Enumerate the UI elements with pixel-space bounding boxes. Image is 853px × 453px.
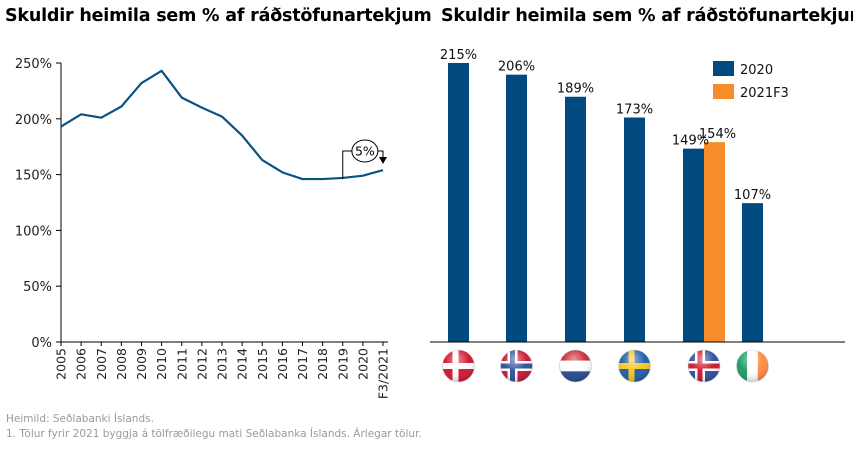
bar-flag-iceland-2021F3 — [704, 142, 725, 342]
arrow-down-icon — [379, 157, 387, 164]
flag-norway-icon: Noregur — [500, 349, 533, 383]
y-tick-label: 50% — [23, 280, 52, 295]
x-tick-label: 2013 — [215, 348, 230, 380]
bar-chart: 215% 206% 189% 173% 149% 107% 154% Danmörk Nore… — [430, 48, 845, 383]
x-tick-label: 2009 — [134, 348, 149, 380]
bar-value-label: 173% — [616, 103, 653, 118]
x-tick-label: 2012 — [194, 348, 209, 380]
x-tick-label: 2019 — [335, 348, 350, 380]
x-tick-label: 2018 — [315, 348, 330, 380]
y-tick-label: 250% — [15, 57, 52, 72]
annotation-ellipse — [351, 139, 379, 163]
flag-ireland-icon: Írland — [736, 349, 769, 383]
flag-netherlands-icon: Holland — [559, 349, 592, 383]
x-tick-label: 2011 — [174, 348, 189, 380]
footnote: 1. Tölur fyrir 2021 byggja á tölfræðileg… — [6, 428, 422, 440]
bar-value-label: 206% — [498, 60, 535, 75]
x-tick-label: 2006 — [74, 348, 89, 380]
x-tick-label: F3/2021 — [376, 348, 391, 399]
y-tick-label: 0% — [31, 336, 52, 351]
annotation-label: 5% — [355, 144, 375, 159]
x-tick-label: 2015 — [255, 348, 270, 380]
x-tick-label: 2005 — [54, 348, 69, 380]
bar-flag-netherlands-2020 — [565, 96, 586, 342]
legend-swatch-2020 — [713, 61, 734, 76]
legend: 2020 2021F3 — [713, 61, 789, 101]
line-chart: 0% 50% 100% 150% 200% 250% 2005 2006 2007 2008 20… — [15, 57, 391, 399]
bar-flag-sweden-2020 — [624, 117, 645, 343]
y-tick-label: 150% — [15, 169, 52, 184]
change-annotation: 5% — [342, 139, 387, 179]
x-tick-label: 2007 — [94, 348, 109, 380]
bar-flag-ireland-2020 — [742, 203, 763, 342]
y-tick-label: 200% — [15, 113, 52, 128]
legend-swatch-2021F3 — [713, 84, 734, 99]
bar-flag-iceland-2020 — [683, 148, 704, 342]
flag-denmark-icon: Danmörk — [442, 349, 475, 383]
x-tick-label: 2014 — [235, 348, 250, 380]
bar-flag-denmark-2020 — [448, 63, 469, 342]
line-series — [60, 69, 384, 181]
flag-sweden-icon: Svíþjóð — [618, 349, 651, 383]
x-tick-label: 2016 — [275, 348, 290, 380]
bar-flag-norway-2020 — [506, 74, 527, 342]
x-tick-label: 2008 — [114, 348, 129, 380]
bar-value-label: 189% — [557, 82, 594, 97]
legend-label: 2020 — [740, 63, 773, 78]
y-tick-label: 100% — [15, 224, 52, 239]
x-tick-label: 2020 — [355, 348, 370, 380]
bar-value-label: 107% — [734, 188, 771, 203]
bar-value-label: 215% — [440, 48, 477, 63]
bar-chart-title: Skuldir heimila sem % af ráðstöfunartekj… — [441, 6, 853, 26]
line-points — [61, 71, 383, 179]
x-tick-label: 2010 — [154, 348, 169, 380]
source-note: Heimild: Seðlabanki Íslands. — [6, 413, 154, 425]
bar-value-label: 149% — [672, 134, 709, 149]
bar-value-label: 154% — [699, 127, 736, 142]
x-tick-label: 2017 — [295, 348, 310, 380]
line-chart-title: Skuldir heimila sem % af ráðstöfunartekj… — [5, 6, 432, 26]
flag-iceland-icon: Ísland — [687, 349, 721, 383]
legend-label: 2021F3 — [740, 86, 789, 101]
